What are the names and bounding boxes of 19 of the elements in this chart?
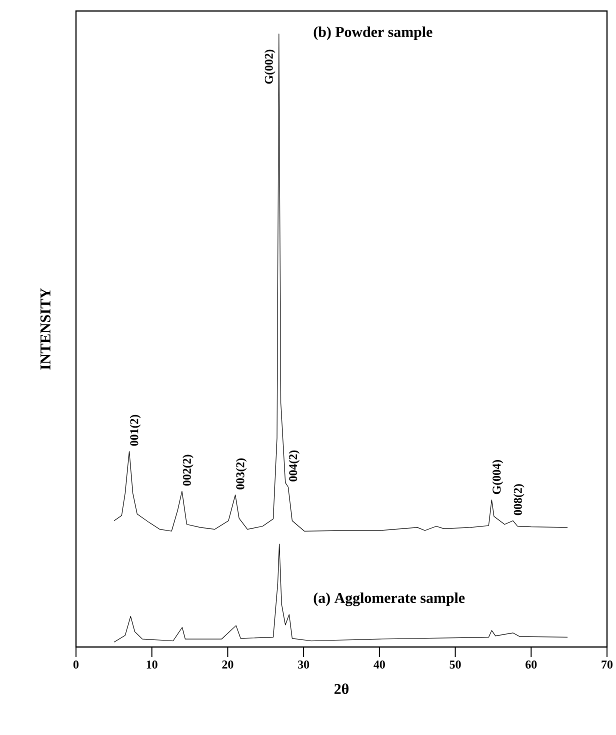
x-tick-label: 0 bbox=[73, 660, 78, 669]
annotation: 002(2) bbox=[182, 454, 194, 486]
x-tick-label: 20 bbox=[222, 660, 234, 669]
annotation: G(002) bbox=[264, 50, 276, 84]
x-tick-label: 60 bbox=[525, 660, 537, 669]
y-axis-title: INTENSITY bbox=[40, 288, 50, 370]
annotation: 004(2) bbox=[288, 450, 300, 482]
x-tick-label: 30 bbox=[298, 660, 309, 669]
annotation: 003(2) bbox=[236, 458, 247, 490]
text: (b) Powder sample bbox=[314, 26, 432, 40]
series-label: (a) Agglomerate sample bbox=[314, 592, 465, 606]
annotation: G(004) bbox=[492, 460, 503, 494]
annotation: 008(2) bbox=[513, 484, 524, 516]
x-axis-title: 2θ bbox=[334, 683, 348, 694]
x-tick-label: 50 bbox=[450, 660, 461, 669]
x-tick-label: 40 bbox=[373, 660, 385, 669]
x-tick-label: 10 bbox=[146, 660, 158, 669]
annotation: 001(2) bbox=[130, 414, 141, 446]
x-tick-label: 70 bbox=[602, 660, 612, 669]
